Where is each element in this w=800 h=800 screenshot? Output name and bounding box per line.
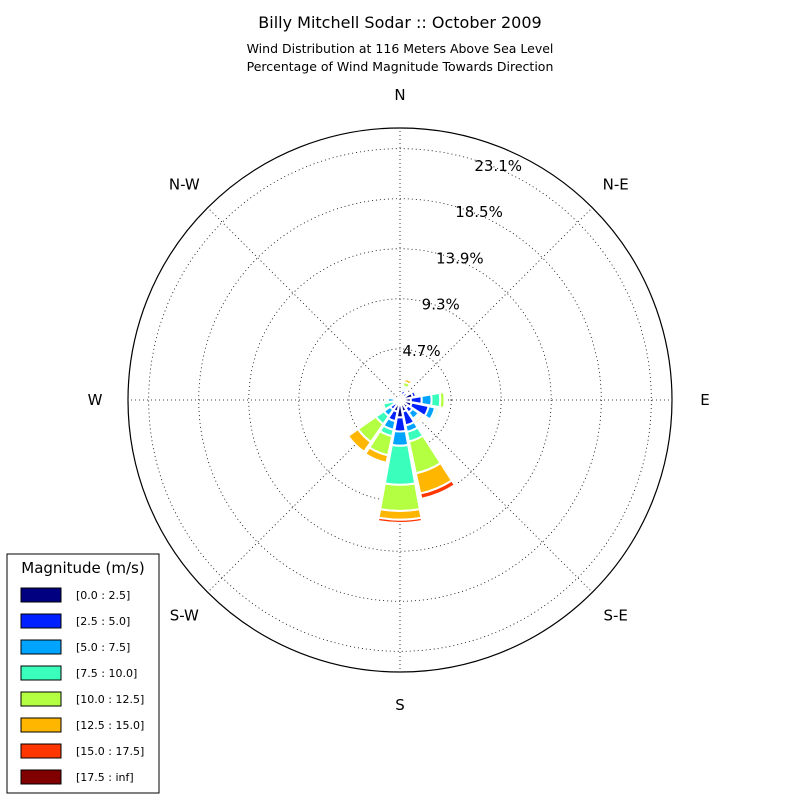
ring-label-1: 4.7% [403,342,441,360]
legend-swatch-3 [20,639,62,655]
legend-label-1: [0.0 : 2.5] [76,589,130,602]
grid-ring-2 [298,298,502,502]
polar-grid [128,128,672,672]
chart-subtitle-line-2: Percentage of Wind Magnitude Towards Dir… [247,59,554,74]
legend: Magnitude (m/s) [0.0 : 2.5] [2.5 : 5.0] [5… [6,553,160,794]
direction-label-s-e: S-E [603,607,627,625]
legend-items: [0.0 : 2.5] [2.5 : 5.0] [5.0 : 7.5] [7.5 : … [20,587,144,785]
bar-dir-180-bin-7 [376,516,424,524]
legend-swatch-2 [20,613,62,629]
legend-swatch-4 [20,665,62,681]
ring-label-3: 13.9% [436,249,484,267]
grid-spoke-n-w [207,207,401,401]
bar-dir-22.5-bin-6 [402,377,414,386]
direction-label-s-w: S-W [170,607,199,625]
wind-rose-bars [346,377,457,524]
bar-dir-270-bin-4 [384,396,390,404]
polar-frame [127,127,673,673]
direction-label-e: E [700,391,709,409]
grid-ring-3 [248,248,552,552]
bar-dir-90-bin-5 [438,390,446,410]
legend-swatch-7 [20,743,62,759]
grid-ring-5 [148,148,652,652]
ring-label-5: 23.1% [474,157,522,175]
grid-spoke-s-w [207,399,401,593]
grid-ring-4 [198,198,602,602]
bar-dir-112.5-bin-5 [430,406,441,424]
bar-dir-180-bin-3 [390,429,410,447]
bar-dir-202.5-bin-6 [363,446,390,464]
legend-label-7: [15.0 : 17.5] [76,745,144,758]
legend-swatch-8 [20,769,62,785]
direction-label-n: N [394,86,405,104]
legend-label-2: [2.5 : 5.0] [76,615,130,628]
legend-title: Magnitude (m/s) [21,559,144,577]
direction-label-s: S [395,696,405,714]
chart-subtitle-line-1: Wind Distribution at 116 Meters Above Se… [247,41,554,56]
legend-swatch-6 [20,717,62,733]
radial-tick-labels: 4.7% 9.3% 13.9% 18.5% 23.1% [403,157,522,360]
bar-dir-247.5-bin-5 [379,402,387,412]
bar-dir-337.5-bin-1 [397,396,401,401]
ring-label-4: 18.5% [455,203,503,221]
bar-dir-225-bin-6 [346,427,373,454]
bar-dir-90-bin-4 [429,391,442,409]
bar-dir-157.5-bin-7 [419,479,457,501]
ring-label-2: 9.3% [422,296,460,314]
legend-label-8: [17.5 : inf] [76,771,134,784]
legend-label-3: [5.0 : 7.5] [76,641,130,654]
legend-label-5: [10.0 : 12.5] [76,693,144,706]
direction-label-n-e: N-E [603,175,629,193]
grid-spoke-s-e [399,399,593,593]
direction-label-w: W [88,391,103,409]
legend-swatch-1 [20,587,62,603]
legend-label-6: [12.5 : 15.0] [76,719,144,732]
legend-swatch-5 [20,691,62,707]
grid-spoke-n-e [399,207,593,401]
chart-title: Billy Mitchell Sodar :: October 2009 [258,13,541,32]
direction-label-n-w: N-W [169,175,200,193]
bar-dir-180-bin-5 [378,482,422,512]
legend-label-4: [7.5 : 10.0] [76,667,137,680]
direction-labels: N N-E E S-E S S-W W N-W [88,86,710,714]
